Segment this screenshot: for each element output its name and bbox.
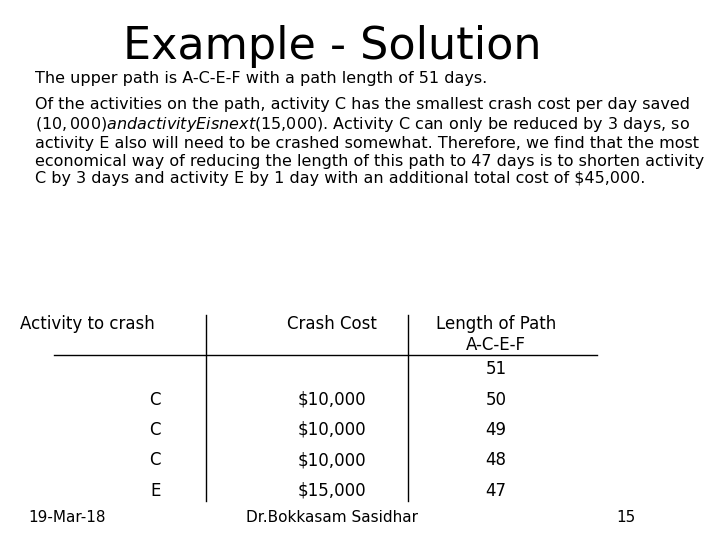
Text: $10,000: $10,000 (297, 451, 366, 469)
Text: $10,000: $10,000 (297, 421, 366, 439)
Text: 15: 15 (616, 510, 635, 525)
Text: Dr.Bokkasam Sasidhar: Dr.Bokkasam Sasidhar (246, 510, 418, 525)
Text: C: C (149, 451, 161, 469)
Text: E: E (150, 482, 161, 500)
Text: 49: 49 (486, 421, 507, 439)
Text: 50: 50 (486, 390, 507, 409)
Text: 51: 51 (486, 360, 507, 379)
Text: 19-Mar-18: 19-Mar-18 (29, 510, 107, 525)
Text: 48: 48 (486, 451, 507, 469)
Text: Example - Solution: Example - Solution (122, 25, 541, 69)
Text: Activity to crash: Activity to crash (20, 315, 155, 333)
Text: C: C (149, 390, 161, 409)
Text: C: C (149, 421, 161, 439)
Text: 47: 47 (486, 482, 507, 500)
Text: $15,000: $15,000 (297, 482, 366, 500)
Text: $10,000: $10,000 (297, 390, 366, 409)
Text: Crash Cost: Crash Cost (287, 315, 377, 333)
Text: The upper path is A-C-E-F with a path length of 51 days.: The upper path is A-C-E-F with a path le… (35, 71, 487, 86)
Text: Of the activities on the path, activity C has the smallest crash cost per day sa: Of the activities on the path, activity … (35, 97, 704, 186)
Text: Length of Path
A-C-E-F: Length of Path A-C-E-F (436, 315, 557, 354)
